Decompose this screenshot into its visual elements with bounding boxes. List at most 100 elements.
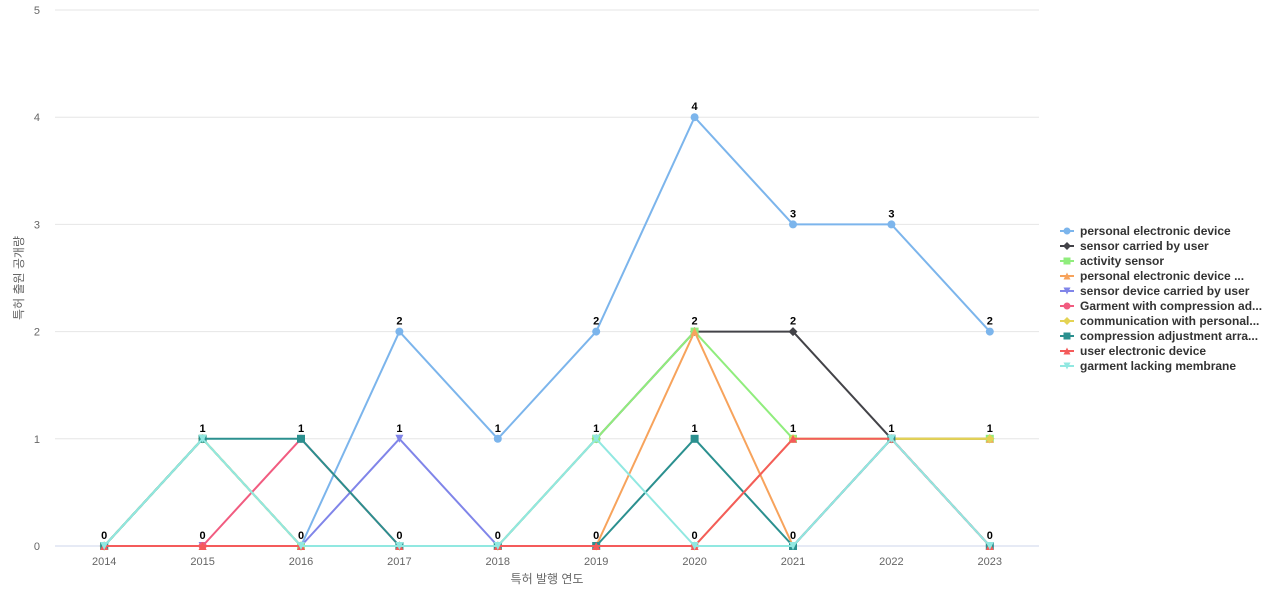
data-label: 0 xyxy=(495,530,501,542)
legend-marker xyxy=(1063,287,1071,295)
data-point[interactable] xyxy=(592,434,601,443)
data-point[interactable] xyxy=(493,434,502,443)
gridlines xyxy=(55,9,1039,547)
data-label: 1 xyxy=(692,423,698,435)
series-lines xyxy=(99,113,995,551)
legend-item[interactable]: communication with personal... xyxy=(1060,314,1259,328)
y-tick-label: 3 xyxy=(34,219,40,231)
data-point[interactable] xyxy=(789,220,797,229)
legend-item[interactable]: sensor device carried by user xyxy=(1060,284,1250,298)
legend-label: personal electronic device ... xyxy=(1080,269,1244,283)
legend-label: user electronic device xyxy=(1080,344,1206,358)
data-label: 1 xyxy=(790,423,796,435)
series-line xyxy=(103,437,991,547)
data-point[interactable] xyxy=(887,220,896,229)
data-point[interactable] xyxy=(198,434,207,443)
data-point[interactable] xyxy=(100,542,109,550)
data-point[interactable] xyxy=(297,434,305,443)
data-point[interactable] xyxy=(592,542,601,550)
data-point[interactable] xyxy=(985,434,995,444)
legend-marker xyxy=(1063,317,1071,325)
legend-label: Garment with compression ad... xyxy=(1080,299,1262,313)
legend-label: personal electronic device xyxy=(1080,224,1231,238)
data-label: 1 xyxy=(200,423,206,435)
x-tick-label: 2014 xyxy=(92,556,116,568)
x-tick-label: 2020 xyxy=(682,556,706,568)
data-label: 2 xyxy=(692,316,698,328)
legend-item[interactable]: personal electronic device ... xyxy=(1060,269,1244,283)
legend-marker xyxy=(1063,302,1071,310)
legend-marker xyxy=(1063,257,1071,265)
data-label: 0 xyxy=(987,530,993,542)
y-tick-label: 5 xyxy=(34,5,40,17)
legend-item[interactable]: Garment with compression ad... xyxy=(1060,299,1262,313)
data-point[interactable] xyxy=(985,327,994,336)
x-tick-label: 2017 xyxy=(387,556,411,568)
data-point[interactable] xyxy=(690,113,699,122)
data-point[interactable] xyxy=(592,327,601,336)
legend-item[interactable]: user electronic device xyxy=(1060,344,1206,358)
legend-item[interactable]: compression adjustment arra... xyxy=(1060,329,1258,343)
legend-label: compression adjustment arra... xyxy=(1080,329,1258,343)
data-label: 1 xyxy=(495,423,501,435)
data-label: 1 xyxy=(987,423,993,435)
data-label: 2 xyxy=(790,316,796,328)
data-label: 1 xyxy=(396,423,402,435)
legend-item[interactable]: sensor carried by user xyxy=(1060,239,1209,253)
x-tick-label: 2016 xyxy=(289,556,313,568)
data-point[interactable] xyxy=(789,434,797,443)
legend-marker xyxy=(1063,242,1071,250)
x-tick-label: 2019 xyxy=(584,556,608,568)
data-label: 2 xyxy=(987,316,993,328)
data-point[interactable] xyxy=(395,434,404,443)
x-tick-label: 2018 xyxy=(486,556,510,568)
data-point[interactable] xyxy=(690,542,699,550)
data-point[interactable] xyxy=(395,542,404,550)
y-tick-label: 2 xyxy=(34,327,40,339)
data-label: 4 xyxy=(692,101,699,113)
x-tick-label: 2022 xyxy=(879,556,903,568)
data-point[interactable] xyxy=(789,542,797,550)
data-label: 0 xyxy=(790,530,796,542)
x-tick-label: 2021 xyxy=(781,556,805,568)
y-tick-label: 0 xyxy=(34,541,40,553)
legend-item[interactable]: activity sensor xyxy=(1060,254,1164,268)
y-axis-title: 특허 출원 공개량 xyxy=(12,236,26,320)
legend-marker xyxy=(1063,362,1071,370)
legend-item[interactable]: garment lacking membrane xyxy=(1060,359,1236,373)
data-label: 2 xyxy=(593,316,599,328)
data-point[interactable] xyxy=(887,434,896,443)
legend-marker xyxy=(1063,227,1071,235)
data-label: 2 xyxy=(396,316,402,328)
data-point[interactable] xyxy=(985,542,994,550)
y-tick-label: 4 xyxy=(34,112,40,124)
legend-label: garment lacking membrane xyxy=(1080,359,1236,373)
data-label: 3 xyxy=(790,208,796,220)
data-point[interactable] xyxy=(690,327,699,336)
data-point[interactable] xyxy=(788,327,798,337)
data-label: 0 xyxy=(101,530,107,542)
data-point[interactable] xyxy=(297,542,305,550)
data-label: 3 xyxy=(888,208,894,220)
data-point[interactable] xyxy=(395,327,404,336)
series-line xyxy=(103,437,991,547)
data-point[interactable] xyxy=(198,542,207,550)
legend-marker xyxy=(1063,347,1071,355)
y-tick-label: 1 xyxy=(34,434,40,446)
data-label: 0 xyxy=(692,530,698,542)
data-point[interactable] xyxy=(690,434,699,443)
data-label: 0 xyxy=(593,530,599,542)
legend-item[interactable]: personal electronic device xyxy=(1060,224,1231,238)
data-label: 0 xyxy=(396,530,402,542)
data-point[interactable] xyxy=(493,542,502,550)
x-tick-label: 2023 xyxy=(978,556,1002,568)
legend-label: sensor carried by user xyxy=(1080,239,1209,253)
legend-label: activity sensor xyxy=(1080,254,1164,268)
legend-label: sensor device carried by user xyxy=(1080,284,1250,298)
x-tick-label: 2015 xyxy=(190,556,214,568)
data-label: 0 xyxy=(298,530,304,542)
data-label: 1 xyxy=(593,423,599,435)
